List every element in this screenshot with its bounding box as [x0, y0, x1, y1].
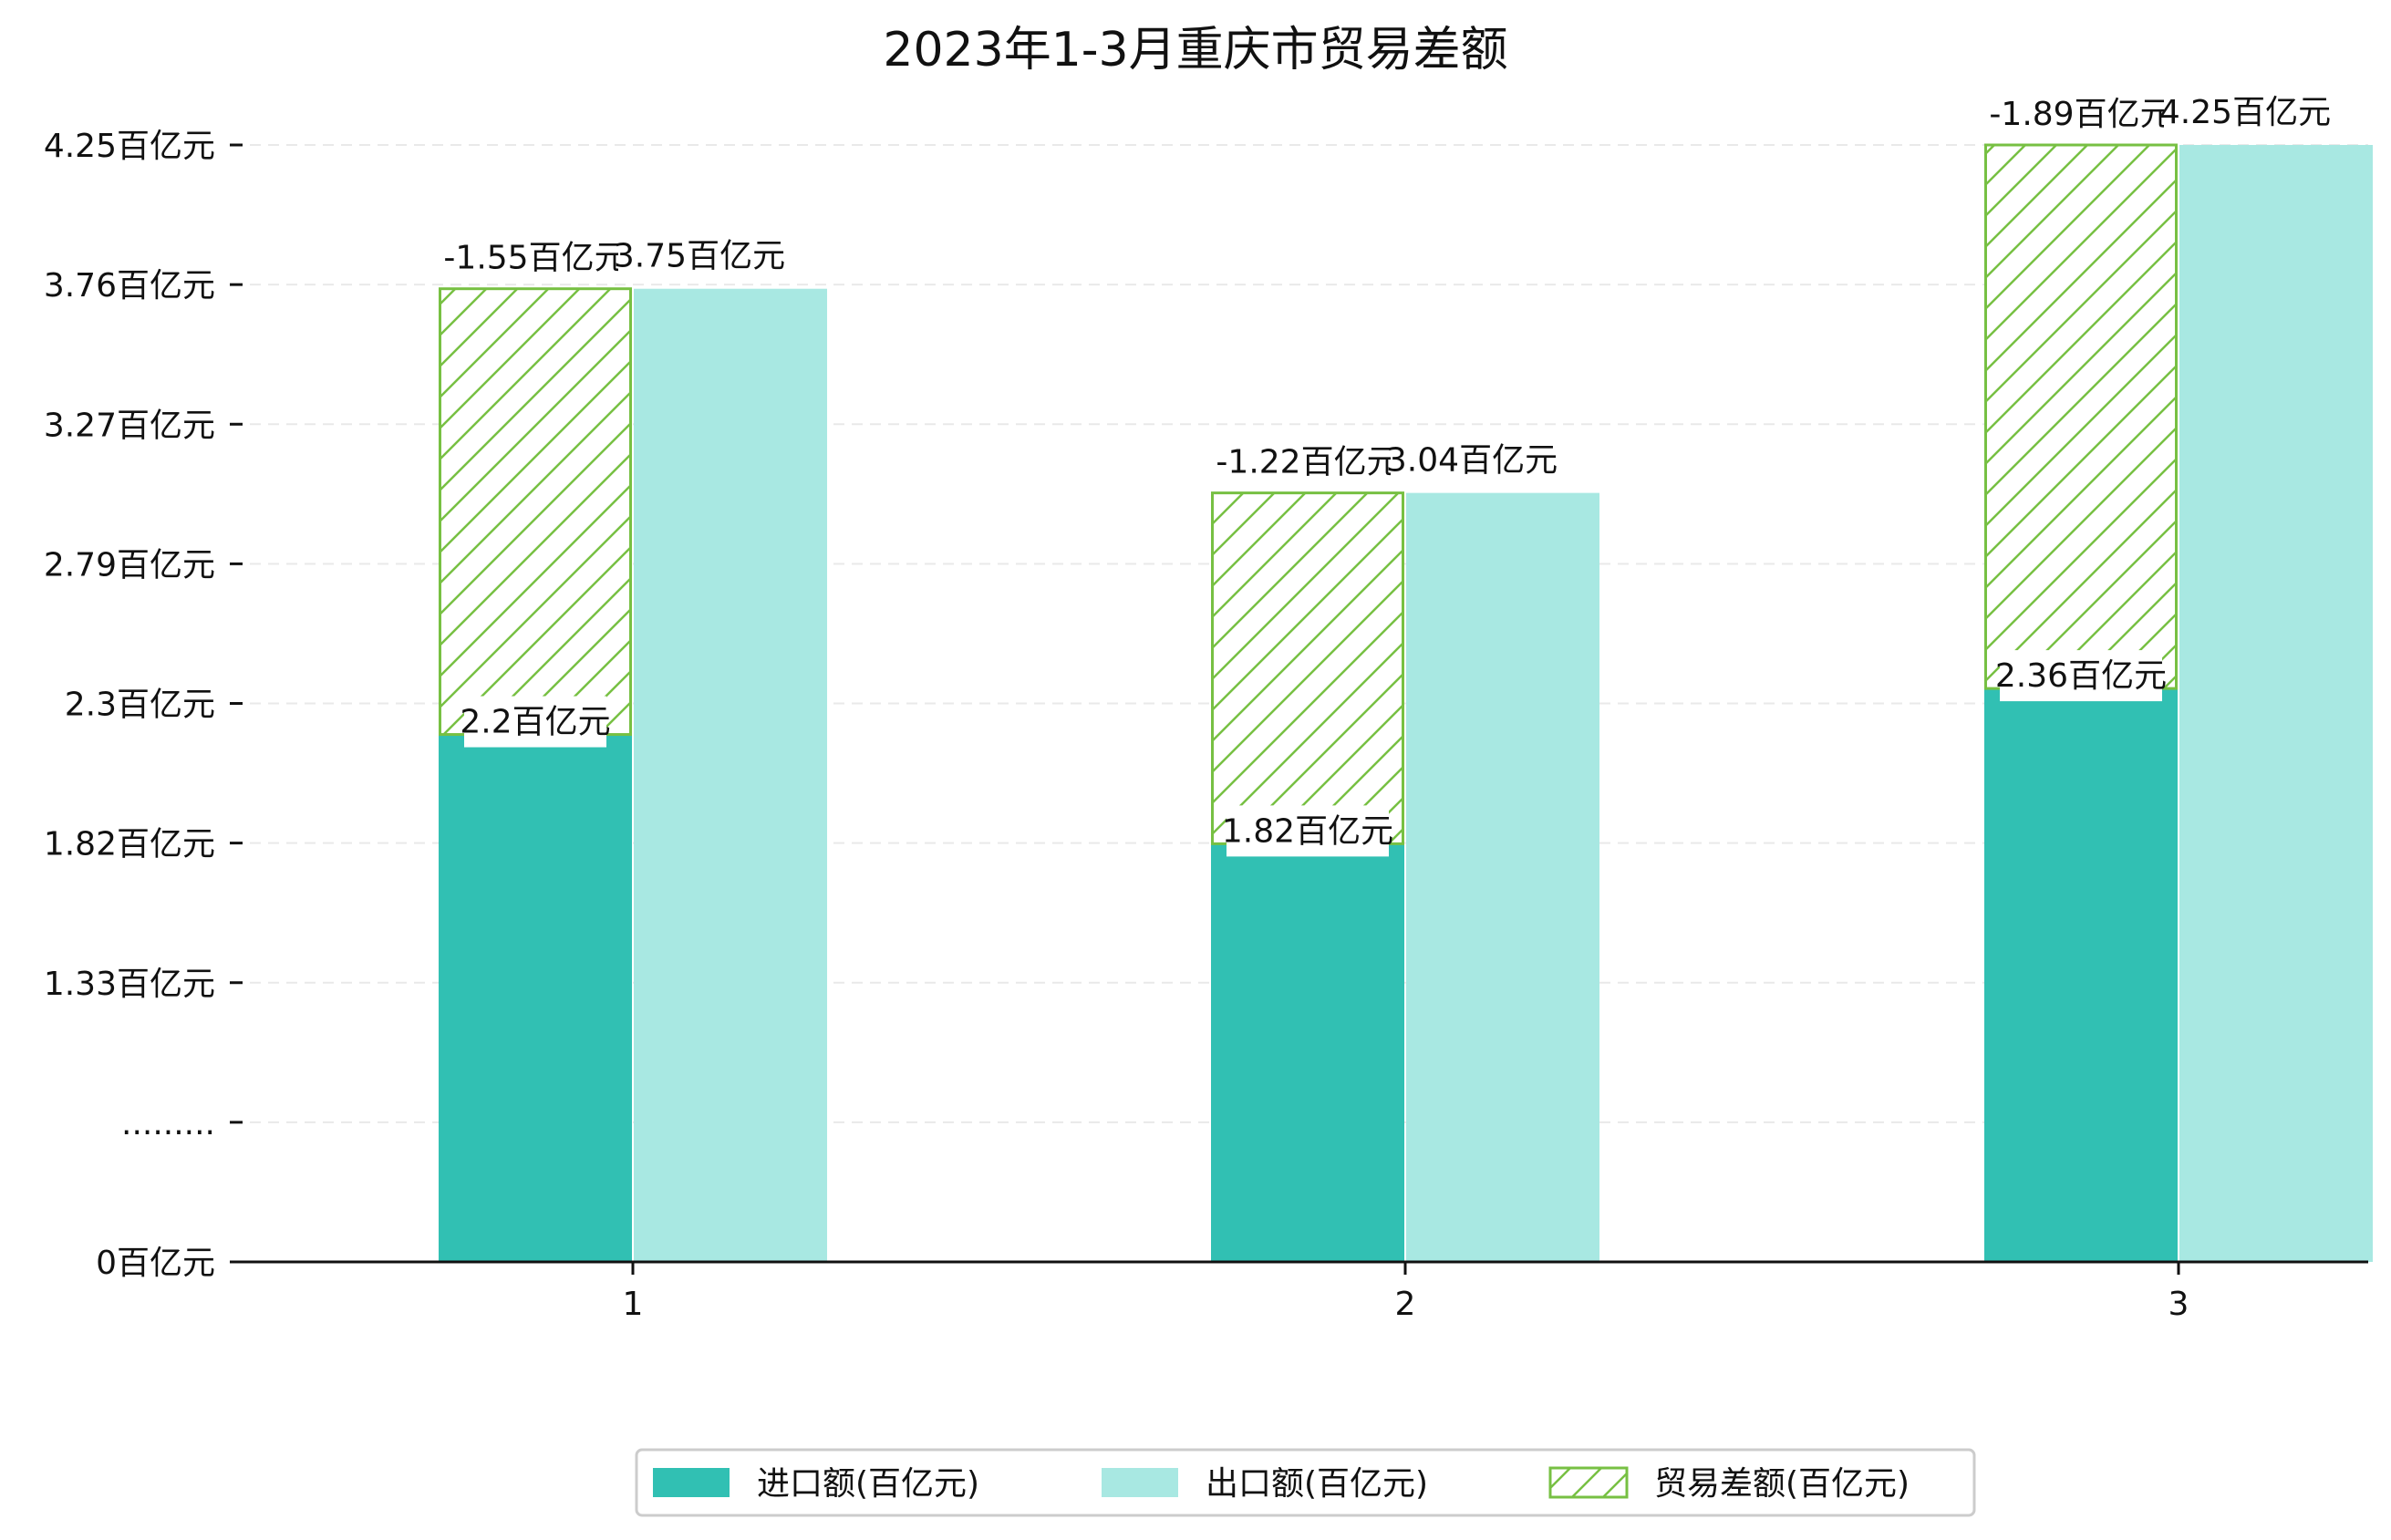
y-axis-ticks: 0百亿元......... 1.33百亿元 1.82百亿元 2.3百亿元 2.79百亿元… [44, 128, 243, 1282]
export-value-label: 4.25百亿元 [2159, 94, 2331, 131]
import-bar [439, 734, 632, 1262]
x-tick-label: 3 [2168, 1286, 2189, 1323]
balance-bar [439, 287, 632, 737]
y-tick-label: 0百亿元 [96, 1245, 215, 1282]
export-value-label-bg [2164, 87, 2326, 138]
import-value-label: 2.2百亿元 [460, 704, 610, 741]
x-axis-ticks: 1 2 3 [623, 1262, 2189, 1323]
import-value-label-bg [1227, 805, 1389, 857]
x-tick-label: 2 [1395, 1286, 1416, 1323]
y-tick-label: 1.82百亿元 [44, 826, 215, 863]
balance-value-label: -1.55百亿元 [443, 240, 626, 277]
export-value-label-bg [618, 230, 781, 282]
export-value-label-bg [1391, 434, 1553, 486]
balance-bar [1211, 491, 1404, 845]
chart-title: 2023年1-3月重庆市贸易差额 [883, 23, 1507, 78]
balance-value-label: -1.89百亿元 [1989, 96, 2172, 133]
balance-value-label-bg [444, 232, 626, 284]
export-bar [2179, 145, 2373, 1262]
import-value-label: 2.36百亿元 [1995, 657, 2167, 695]
y-tick-label: 2.3百亿元 [65, 687, 215, 724]
balance-value-label-bg [1216, 436, 1399, 488]
legend-label-balance: 贸易差额(百亿元) [1654, 1465, 1910, 1503]
export-value-label: 3.04百亿元 [1386, 442, 1558, 480]
bars-group [439, 143, 2373, 1262]
y-tick-label: 3.27百亿元 [44, 407, 215, 444]
balance-bar [1984, 143, 2178, 690]
legend-swatch-import [653, 1468, 730, 1497]
export-bar [634, 288, 827, 1262]
y-tick-label: 2.79百亿元 [44, 546, 215, 584]
legend-label-import: 进口额(百亿元) [757, 1465, 979, 1503]
import-value-label: 1.82百亿元 [1222, 812, 1393, 850]
y-tick-label: ......... [121, 1105, 215, 1142]
y-tick-label: 1.33百亿元 [44, 966, 215, 1003]
export-value-label: 3.75百亿元 [614, 238, 785, 275]
balance-value-label-bg [1990, 88, 2172, 140]
legend-label-export: 出口额(百亿元) [1206, 1465, 1428, 1503]
y-tick-label: 3.76百亿元 [44, 267, 215, 305]
legend-box [635, 1448, 1976, 1517]
export-bar [1406, 492, 1599, 1262]
legend-swatch-balance [1548, 1466, 1629, 1499]
x-tick-label: 1 [623, 1286, 644, 1323]
legend: 进口额(百亿元) 出口额(百亿元) 贸易差额(百亿元) [635, 1448, 1976, 1517]
import-value-label-bg [2000, 650, 2162, 702]
import-bar [1984, 688, 2178, 1262]
balance-value-label: -1.22百亿元 [1216, 444, 1399, 481]
y-tick-label: 4.25百亿元 [44, 128, 215, 165]
import-bar [1211, 843, 1404, 1262]
legend-swatch-export [1102, 1468, 1178, 1497]
import-value-label-bg [464, 696, 606, 748]
